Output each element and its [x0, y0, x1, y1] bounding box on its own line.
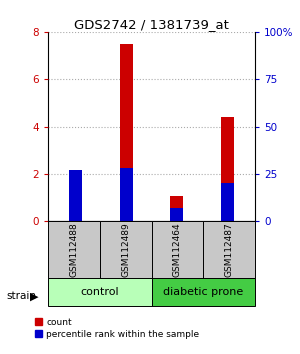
Title: GDS2742 / 1381739_at: GDS2742 / 1381739_at: [74, 18, 229, 31]
Bar: [120, 44, 133, 221]
Text: GSM112489: GSM112489: [121, 222, 130, 277]
Bar: [170, 196, 183, 221]
Text: ▶: ▶: [30, 291, 38, 301]
Bar: [221, 117, 233, 221]
Text: GSM112488: GSM112488: [69, 222, 78, 277]
Text: GSM112464: GSM112464: [173, 222, 182, 277]
Bar: [152, 278, 255, 306]
Bar: [48, 278, 152, 306]
Bar: [48, 221, 100, 278]
Bar: [221, 183, 233, 221]
Bar: [70, 170, 82, 221]
Bar: [170, 208, 183, 221]
Bar: [120, 168, 133, 221]
Text: strain: strain: [6, 291, 36, 301]
Bar: [100, 221, 152, 278]
Legend: count, percentile rank within the sample: count, percentile rank within the sample: [34, 318, 200, 339]
Bar: [152, 221, 203, 278]
Bar: [203, 221, 255, 278]
Text: control: control: [80, 287, 119, 297]
Text: diabetic prone: diabetic prone: [163, 287, 243, 297]
Text: GSM112487: GSM112487: [225, 222, 234, 277]
Bar: [70, 214, 82, 221]
